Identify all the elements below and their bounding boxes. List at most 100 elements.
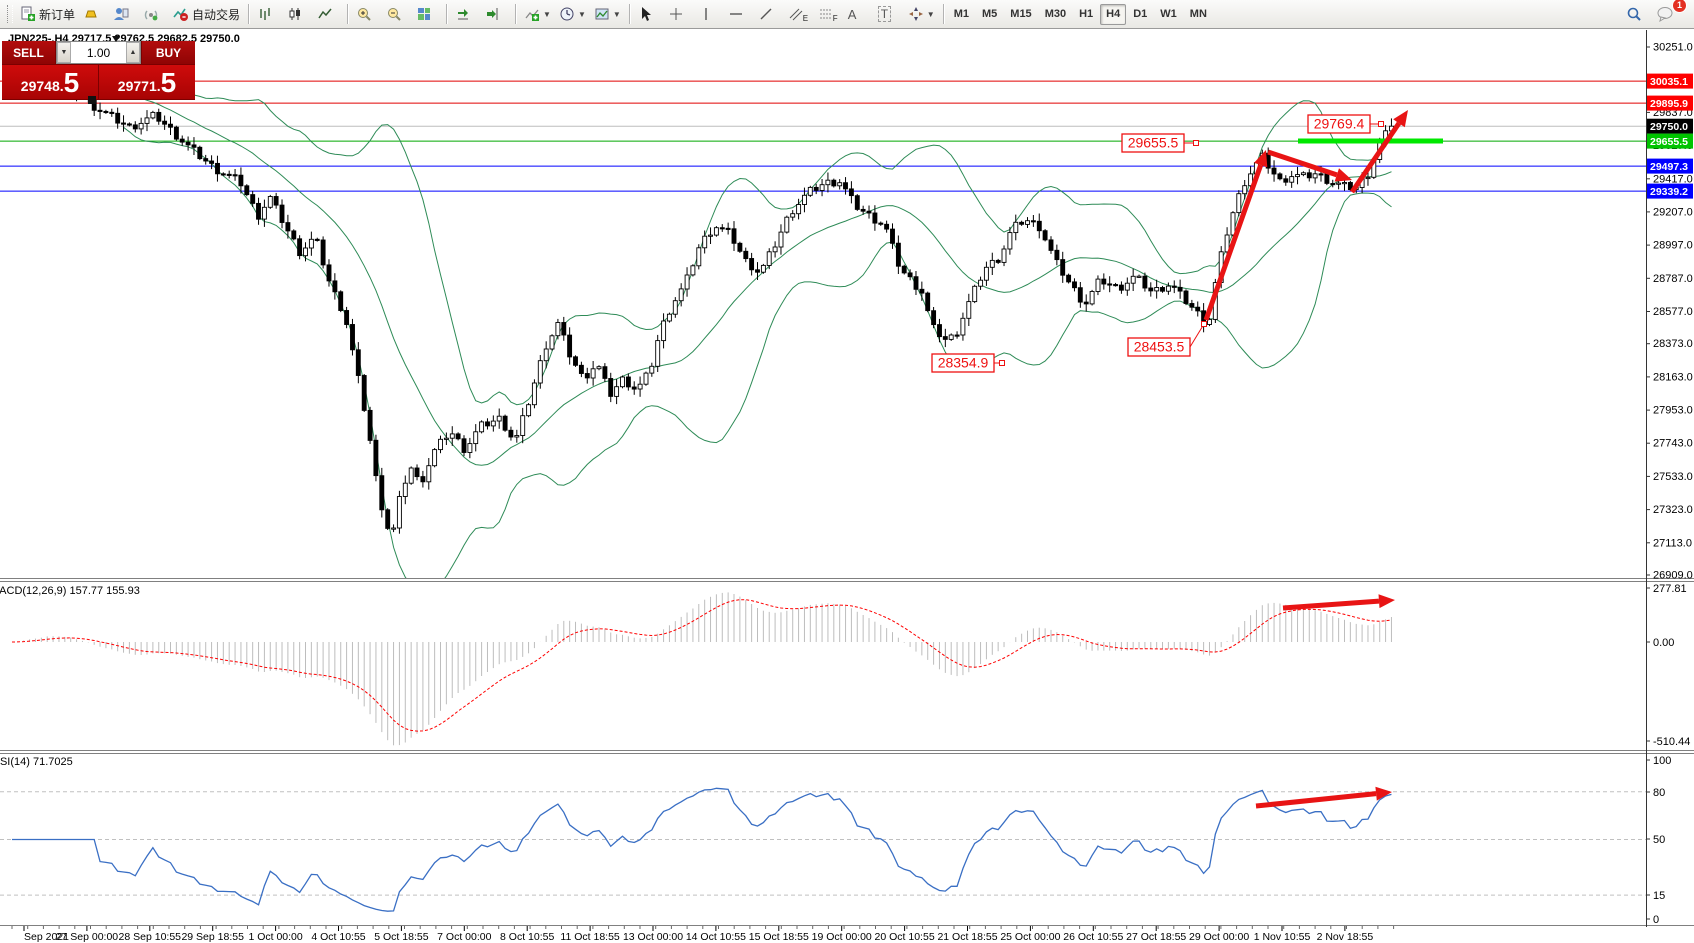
one-click-drag-handle[interactable] [88,96,96,104]
channel-button[interactable]: E [784,1,814,27]
svg-text:28453.5: 28453.5 [1134,339,1185,355]
timeframe-button-h4[interactable]: H4 [1100,3,1127,25]
sell-button[interactable]: SELL [2,41,55,64]
line-chart-button[interactable] [313,1,343,27]
price-lines[interactable] [0,80,1646,192]
time-axis-label: 4 Oct 10:55 [311,931,365,943]
svg-text:100: 100 [1653,755,1671,767]
svg-text:29207.0: 29207.0 [1653,206,1693,218]
time-axis-label: 14 Oct 10:55 [686,931,746,943]
svg-text:-510.44: -510.44 [1653,736,1690,748]
candlestick-icon [289,8,301,20]
indicators-button[interactable]: ▼ [520,1,555,27]
price-annotation-box[interactable] [1121,133,1185,153]
timeframe-button-m30[interactable]: M30 [1044,8,1067,20]
one-click-collapse-icon[interactable] [112,36,120,42]
new-order-button[interactable]: 新订单 [16,1,79,27]
antenna-icon [144,10,158,21]
time-axis-label: 8 Oct 10:55 [500,931,554,943]
panel-separators [0,30,1694,927]
ask-price[interactable]: 29771. 5 [99,65,195,99]
timeframe-button-mn[interactable]: MN [1189,8,1207,20]
market-watch-button[interactable] [79,1,109,27]
annotations[interactable]: 29655.5 29769.4 28453.5 28354.9 [931,114,1384,373]
toolbar-drag-handle[interactable] [7,5,13,23]
crosshair-button[interactable] [664,1,694,27]
trend-arrows[interactable] [1203,110,1408,809]
time-axis-label: Sep 2021 [24,931,69,943]
macd-indicator-label: MACD(12,26,9) 157.77 155.93 [0,585,140,597]
svg-text:26909.0: 26909.0 [1653,570,1693,582]
broadcast-button[interactable] [139,1,169,27]
price-annotation-box[interactable] [1307,114,1371,134]
timeframe-button-d1[interactable]: D1 [1133,8,1148,20]
timeframe-button-m1[interactable]: M1 [953,8,969,20]
timeframe-button-h1[interactable]: H1 [1079,8,1094,20]
data-window-button[interactable] [109,1,139,27]
notifications-button[interactable]: 1 [1652,0,1687,27]
svg-text:29655.5: 29655.5 [1128,135,1179,151]
auto-scroll-icon [458,9,469,20]
price-annotation-box[interactable] [1127,337,1191,357]
timeframe-button-m15[interactable]: M15 [1010,8,1032,20]
resistance-trend-segment[interactable] [1298,138,1443,144]
price-annotation-box[interactable] [931,353,995,373]
time-axis-label: 2 Nov 18:55 [1317,931,1374,943]
line-chart-icon [318,8,332,19]
volume-input[interactable] [71,42,126,63]
periods-button[interactable]: ▼ [555,1,590,27]
zoom-in-button[interactable] [352,1,382,27]
tile-windows-button[interactable] [412,1,442,27]
time-axis-label: 15 Oct 18:55 [749,931,809,943]
text-label-button[interactable]: T [874,1,904,27]
autotrading-button[interactable]: 自动交易 [169,1,244,27]
time-axis-label: 7 Oct 00:00 [437,931,491,943]
vertical-line-button[interactable] [694,1,724,27]
timeframe-button-m5[interactable]: M5 [982,8,998,20]
buy-button[interactable]: BUY [142,41,195,64]
price-axis[interactable]: 30251.029837.029627.029417.029207.028997… [1646,42,1693,927]
tile-windows-icon [418,8,431,20]
chart-shift-button[interactable] [481,1,511,27]
time-axis-label: 20 Oct 10:55 [875,931,935,943]
bid-price[interactable]: 29748. 5 [2,65,98,99]
svg-text:27113.0: 27113.0 [1653,537,1692,549]
time-axis-label: 29 Oct 00:00 [1189,931,1249,943]
trend-arrow [1375,786,1392,801]
auto-scroll-button[interactable] [451,1,481,27]
rsi-panel [0,787,1646,912]
time-axis-label: 26 Oct 10:55 [1063,931,1123,943]
one-click-trading-panel: SELL ▼ ▲ BUY 29748.5 29771.5 [2,41,195,100]
svg-text:28577.0: 28577.0 [1653,306,1693,318]
trendline-button[interactable] [754,1,784,27]
cursor-button[interactable] [634,1,664,27]
trend-arrow [1393,110,1408,128]
horizontal-line-button[interactable] [724,1,754,27]
crosshair-icon [669,8,682,20]
timeframe-button-w1[interactable]: W1 [1160,8,1177,20]
arrows-button[interactable]: ▼ [904,1,939,27]
chart-plot-area[interactable] [0,30,1694,943]
zoom-out-button[interactable] [382,1,412,27]
toolbar-separator [446,4,448,24]
templates-button[interactable]: ▼ [590,1,625,27]
cursor-icon [641,7,651,21]
volume-dropdown-button[interactable]: ▼ [57,42,71,63]
search-button[interactable] [1622,1,1652,27]
svg-text:28787.0: 28787.0 [1653,273,1693,285]
text-button[interactable]: A [847,6,857,22]
notification-badge: 1 [1672,0,1687,13]
time-axis-label: 13 Oct 00:00 [623,931,683,943]
toolbar-separator [942,4,944,24]
time-axis-label: 19 Oct 00:00 [812,931,872,943]
bar-chart-button[interactable] [253,1,283,27]
horizontal-line-icon [729,13,742,15]
volume-increase-button[interactable]: ▲ [126,42,140,63]
fibonacci-button[interactable]: F [814,1,844,27]
volume-control: ▼ ▲ [56,41,141,64]
candlestick-button[interactable] [283,1,313,27]
svg-text:50: 50 [1653,834,1665,846]
